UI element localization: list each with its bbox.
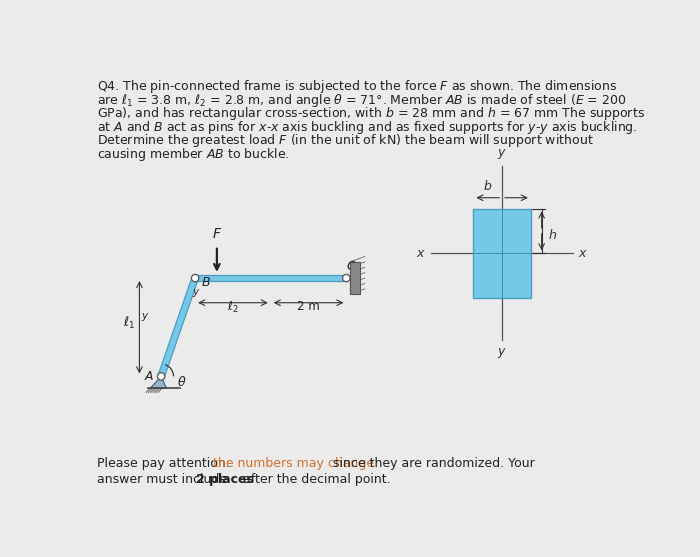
Text: at $A$ and $B$ act as pins for $x$-$x$ axis buckling and as fixed supports for $: at $A$ and $B$ act as pins for $x$-$x$ a… <box>97 119 637 136</box>
Text: since they are randomized. Your: since they are randomized. Your <box>329 457 535 470</box>
Bar <box>473 208 531 298</box>
Text: the numbers may change: the numbers may change <box>213 457 374 470</box>
Text: Determine the greatest load $F$ (in the unit of kN) the beam will support withou: Determine the greatest load $F$ (in the … <box>97 133 594 149</box>
Circle shape <box>342 275 350 282</box>
Text: $\theta$: $\theta$ <box>176 375 186 389</box>
Bar <box>350 262 360 294</box>
Text: answer must include: answer must include <box>97 473 231 486</box>
Text: $\ell_2$: $\ell_2$ <box>228 300 239 315</box>
Text: Please pay attention:: Please pay attention: <box>97 457 234 470</box>
Polygon shape <box>158 277 198 378</box>
Text: $x$: $x$ <box>578 247 588 260</box>
Circle shape <box>192 275 199 282</box>
Text: $A$: $A$ <box>144 370 155 383</box>
Text: 2 m: 2 m <box>298 300 320 314</box>
Text: GPa), and has rectangular cross-section, with $b$ = 28 mm and $h$ = 67 mm The su: GPa), and has rectangular cross-section,… <box>97 105 645 123</box>
Text: Q4. The pin-connected frame is subjected to the force $F$ as shown. The dimensio: Q4. The pin-connected frame is subjected… <box>97 79 617 95</box>
Text: $x$: $x$ <box>416 247 426 260</box>
Text: $F$: $F$ <box>212 227 222 241</box>
Text: $y$: $y$ <box>192 287 201 299</box>
Text: $C$: $C$ <box>346 260 357 273</box>
Polygon shape <box>150 377 167 388</box>
Text: 2 places: 2 places <box>196 473 254 486</box>
Text: are $\ell_1$ = 3.8 m, $\ell_2$ = 2.8 m, and angle $\theta$ = 71°. Member $AB$ is: are $\ell_1$ = 3.8 m, $\ell_2$ = 2.8 m, … <box>97 92 626 109</box>
Text: $\ell_1$: $\ell_1$ <box>122 315 135 331</box>
Text: $B$: $B$ <box>201 276 211 289</box>
Text: $y$: $y$ <box>497 147 507 161</box>
Text: $b$: $b$ <box>483 179 493 193</box>
Polygon shape <box>195 275 346 281</box>
Circle shape <box>158 373 164 380</box>
Text: causing member $AB$ to buckle.: causing member $AB$ to buckle. <box>97 146 289 163</box>
Text: $y$: $y$ <box>141 311 150 323</box>
Text: after the decimal point.: after the decimal point. <box>239 473 391 486</box>
Text: $y$: $y$ <box>497 345 507 360</box>
Text: $h$: $h$ <box>548 228 557 242</box>
